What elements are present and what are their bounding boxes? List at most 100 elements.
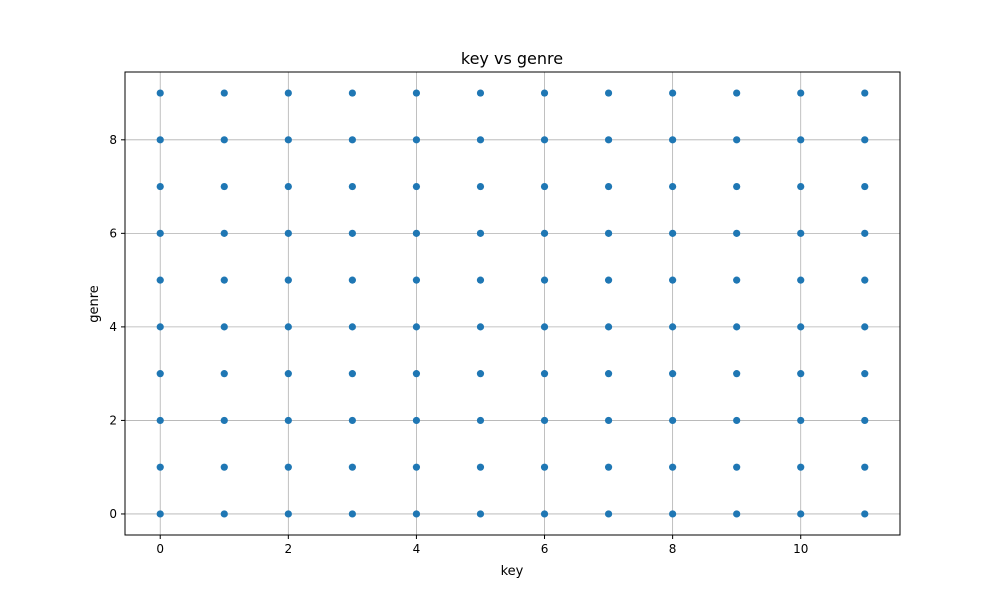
data-point: [476, 510, 485, 518]
data-point: [797, 370, 805, 378]
data-point: [733, 136, 741, 144]
data-point: [733, 323, 741, 331]
data-point: [476, 370, 485, 378]
data-point: [797, 416, 805, 425]
data-point: [348, 370, 356, 378]
data-point: [412, 510, 421, 518]
data-point: [540, 229, 549, 237]
data-point: [797, 510, 805, 518]
y-axis-ticks: 0 2 4 6 8: [109, 133, 125, 521]
data-point: [797, 89, 805, 97]
data-point: [797, 323, 805, 331]
y-tick-label: 4: [109, 320, 117, 334]
data-point: [797, 182, 805, 191]
data-point: [348, 463, 356, 471]
data-point: [348, 510, 356, 518]
data-point: [604, 182, 613, 191]
data-point: [412, 416, 421, 425]
data-point: [733, 416, 741, 425]
data-point: [412, 370, 421, 378]
data-point: [156, 136, 164, 144]
x-tick-label: 6: [541, 542, 549, 556]
x-tick-label: 2: [285, 542, 293, 556]
data-point: [284, 182, 292, 191]
data-point: [348, 182, 356, 191]
data-point: [284, 136, 292, 144]
data-point: [861, 89, 869, 97]
data-points: [156, 89, 869, 518]
data-point: [604, 510, 613, 518]
data-point: [284, 276, 292, 284]
data-point: [733, 370, 741, 378]
data-point: [348, 136, 356, 144]
data-point: [156, 463, 164, 471]
data-point: [540, 416, 549, 425]
data-point: [733, 182, 741, 191]
data-point: [540, 89, 549, 97]
data-point: [797, 136, 805, 144]
data-point: [669, 89, 677, 97]
y-tick-label: 8: [109, 133, 117, 147]
data-point: [669, 182, 677, 191]
data-point: [156, 416, 164, 425]
data-point: [412, 89, 421, 97]
data-point: [733, 463, 741, 471]
data-point: [476, 416, 485, 425]
data-point: [220, 276, 228, 284]
data-point: [412, 463, 421, 471]
data-point: [220, 510, 228, 518]
data-point: [412, 136, 421, 144]
data-point: [861, 276, 869, 284]
data-point: [156, 323, 164, 331]
data-point: [604, 323, 613, 331]
data-point: [797, 276, 805, 284]
data-point: [540, 182, 549, 191]
data-point: [669, 323, 677, 331]
data-point: [220, 89, 228, 97]
data-point: [540, 510, 549, 518]
data-point: [861, 229, 869, 237]
chart-title: key vs genre: [461, 49, 563, 68]
data-point: [220, 229, 228, 237]
data-point: [604, 463, 613, 471]
data-point: [284, 89, 292, 97]
x-tick-label: 10: [793, 542, 808, 556]
data-point: [604, 370, 613, 378]
data-point: [733, 89, 741, 97]
data-point: [348, 276, 356, 284]
data-point: [412, 182, 421, 191]
data-point: [669, 510, 677, 518]
data-point: [476, 323, 485, 331]
data-point: [476, 89, 485, 97]
data-point: [604, 276, 613, 284]
data-point: [348, 323, 356, 331]
data-point: [861, 182, 869, 191]
data-point: [797, 463, 805, 471]
data-point: [604, 136, 613, 144]
data-point: [284, 370, 292, 378]
data-point: [220, 182, 228, 191]
plot-frame: [124, 71, 901, 536]
y-tick-label: 0: [109, 507, 117, 521]
data-point: [220, 463, 228, 471]
data-point: [733, 229, 741, 237]
data-point: [669, 229, 677, 237]
data-point: [348, 416, 356, 425]
data-point: [861, 370, 869, 378]
data-point: [476, 229, 485, 237]
data-point: [540, 463, 549, 471]
x-tick-label: 8: [669, 542, 677, 556]
data-point: [797, 229, 805, 237]
data-point: [604, 229, 613, 237]
data-point: [476, 463, 485, 471]
data-point: [669, 276, 677, 284]
x-tick-label: 0: [156, 542, 164, 556]
data-point: [412, 323, 421, 331]
data-point: [669, 416, 677, 425]
data-point: [284, 463, 292, 471]
data-point: [733, 276, 741, 284]
data-point: [156, 229, 164, 237]
data-point: [476, 136, 485, 144]
data-point: [540, 323, 549, 331]
